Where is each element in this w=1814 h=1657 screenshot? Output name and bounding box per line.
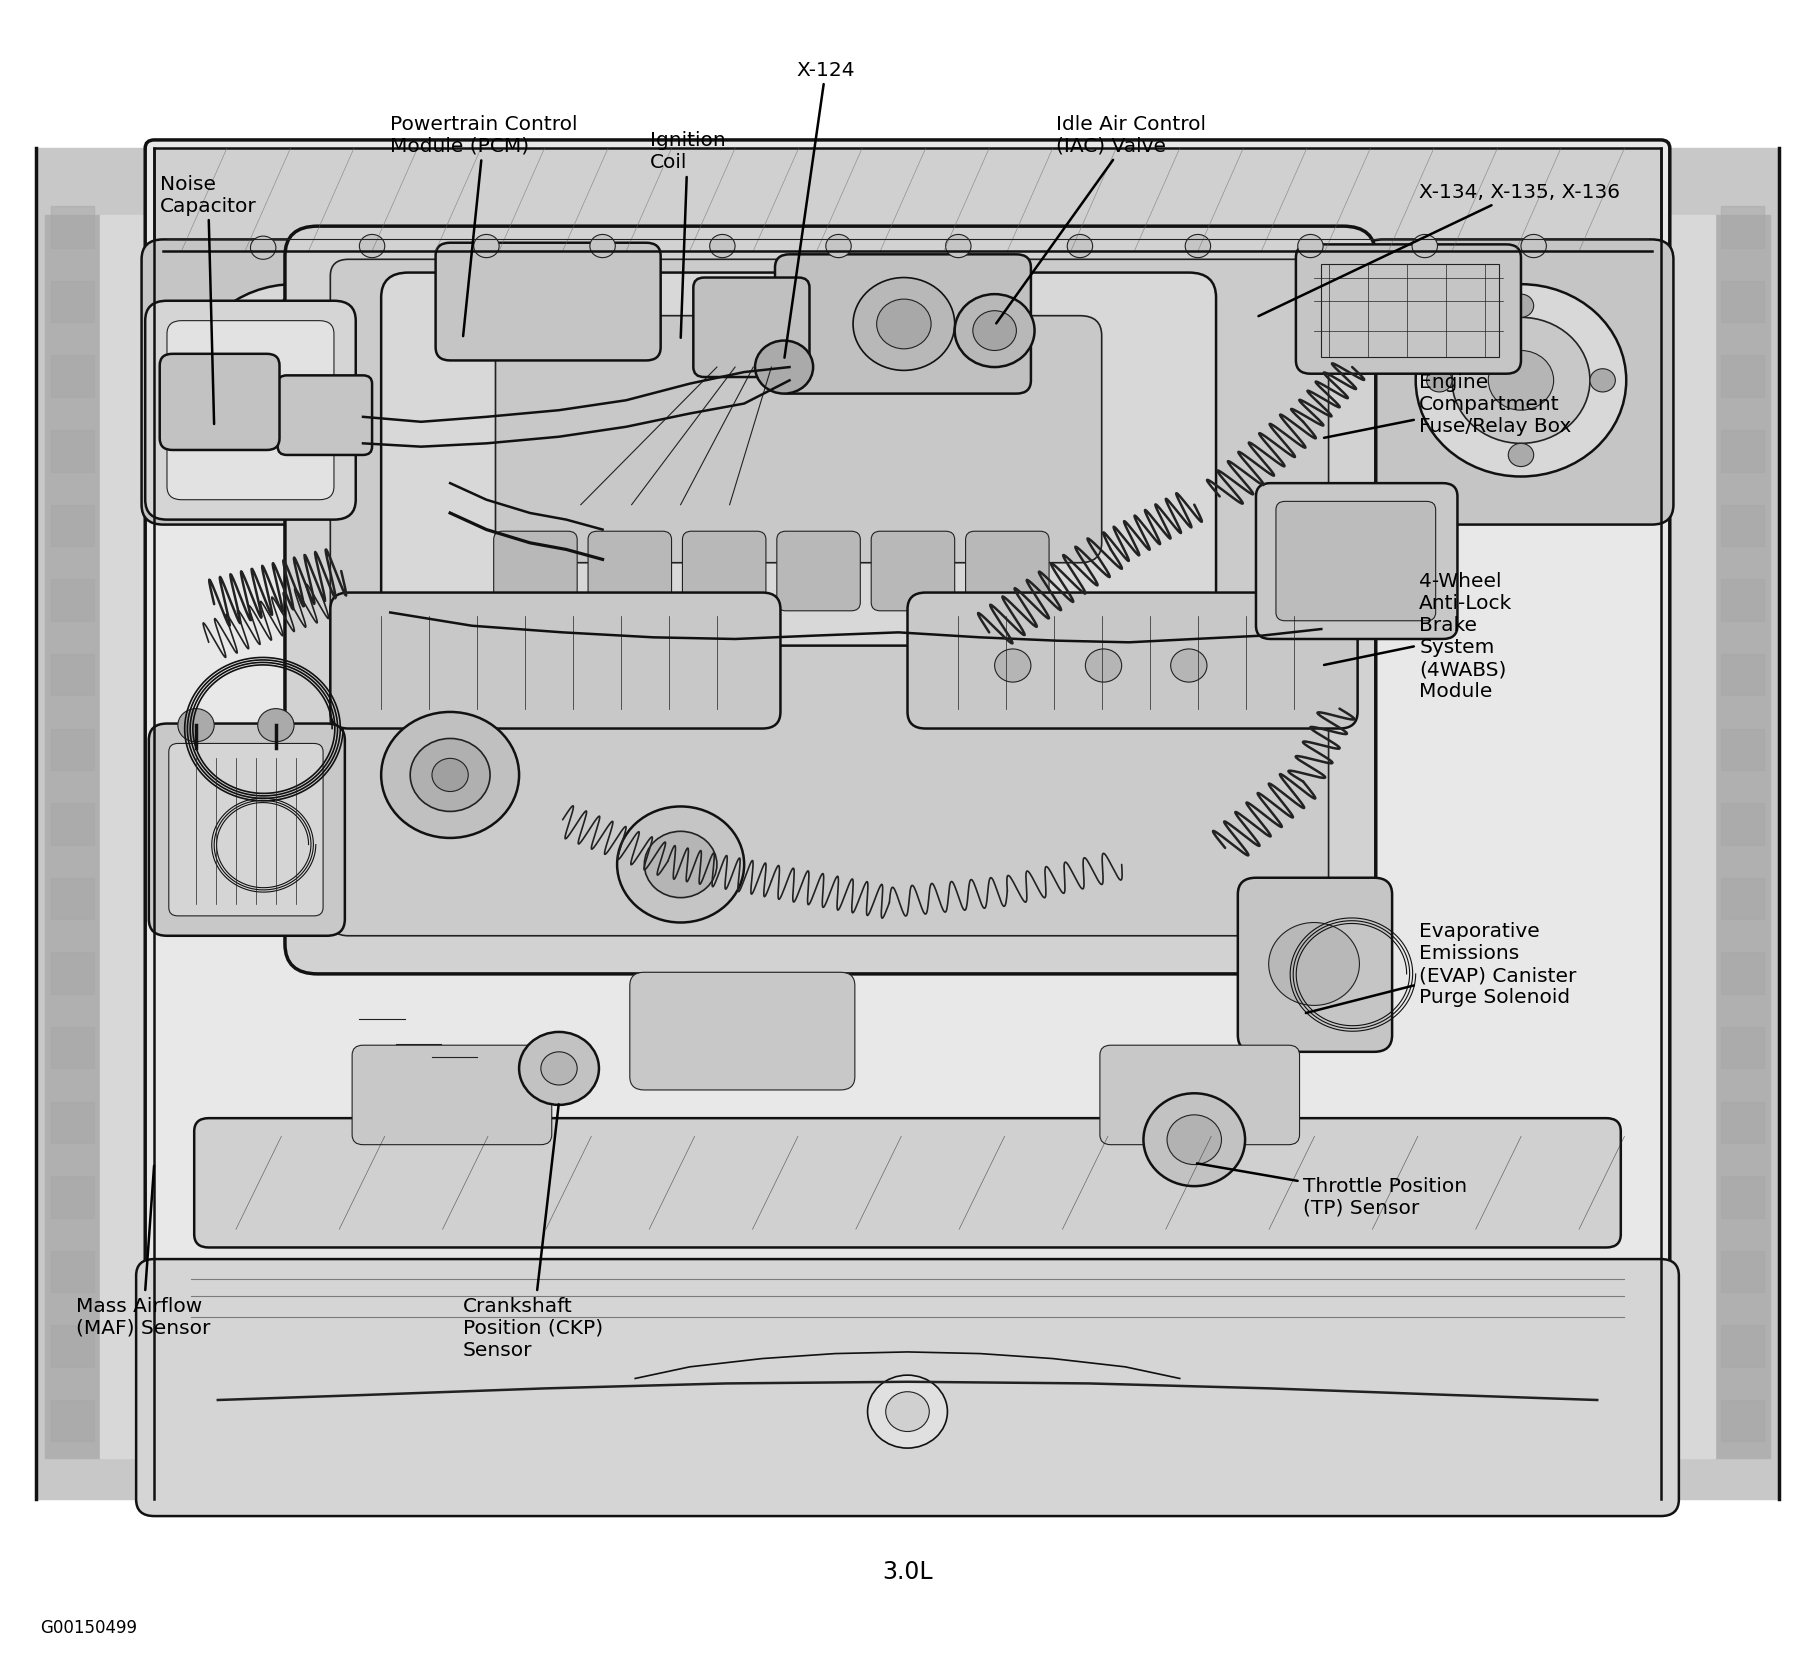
FancyBboxPatch shape	[682, 532, 766, 611]
Circle shape	[755, 341, 813, 394]
Circle shape	[381, 713, 519, 838]
FancyBboxPatch shape	[136, 1259, 1678, 1516]
Circle shape	[1143, 1094, 1244, 1186]
Circle shape	[1426, 370, 1451, 393]
Circle shape	[261, 351, 327, 411]
Circle shape	[410, 739, 490, 812]
Text: X-124: X-124	[784, 61, 854, 358]
Circle shape	[1067, 235, 1092, 258]
Circle shape	[1085, 650, 1121, 683]
FancyBboxPatch shape	[1237, 878, 1391, 1052]
Circle shape	[1170, 650, 1206, 683]
Circle shape	[825, 235, 851, 258]
FancyBboxPatch shape	[145, 302, 356, 520]
Text: G00150499: G00150499	[40, 1619, 136, 1635]
FancyBboxPatch shape	[693, 278, 809, 378]
FancyBboxPatch shape	[588, 532, 671, 611]
Circle shape	[617, 807, 744, 923]
Circle shape	[853, 278, 954, 371]
Text: Idle Air Control
(IAC) Valve: Idle Air Control (IAC) Valve	[996, 114, 1206, 325]
Circle shape	[1507, 444, 1533, 467]
Circle shape	[432, 759, 468, 792]
FancyBboxPatch shape	[169, 744, 323, 916]
Text: Evaporative
Emissions
(EVAP) Canister
Purge Solenoid: Evaporative Emissions (EVAP) Canister Pu…	[1304, 921, 1576, 1014]
Circle shape	[709, 235, 735, 258]
Circle shape	[972, 312, 1016, 351]
FancyBboxPatch shape	[776, 532, 860, 611]
Circle shape	[519, 1032, 599, 1105]
Circle shape	[1411, 235, 1437, 258]
FancyBboxPatch shape	[330, 260, 1328, 936]
Circle shape	[1268, 923, 1359, 1006]
Circle shape	[885, 1392, 929, 1432]
FancyBboxPatch shape	[775, 255, 1030, 394]
FancyBboxPatch shape	[435, 244, 660, 361]
Circle shape	[1520, 235, 1546, 258]
FancyBboxPatch shape	[1275, 502, 1435, 621]
Circle shape	[867, 1375, 947, 1448]
Text: 3.0L: 3.0L	[882, 1559, 932, 1582]
Circle shape	[1589, 370, 1614, 393]
Text: Throttle Position
(TP) Sensor: Throttle Position (TP) Sensor	[1197, 1163, 1466, 1216]
Circle shape	[1451, 318, 1589, 444]
FancyBboxPatch shape	[495, 316, 1101, 563]
Circle shape	[200, 370, 225, 393]
Circle shape	[876, 300, 931, 350]
FancyBboxPatch shape	[352, 1046, 551, 1145]
Text: Noise
Capacitor: Noise Capacitor	[160, 174, 256, 424]
FancyBboxPatch shape	[278, 376, 372, 456]
Text: X-134, X-135, X-136: X-134, X-135, X-136	[1257, 184, 1620, 316]
Circle shape	[250, 237, 276, 260]
Circle shape	[189, 285, 399, 477]
Text: Powertrain Control
Module (PCM): Powertrain Control Module (PCM)	[390, 114, 577, 336]
FancyBboxPatch shape	[629, 973, 854, 1090]
FancyBboxPatch shape	[381, 273, 1215, 646]
Text: Mass Airflow
(MAF) Sensor: Mass Airflow (MAF) Sensor	[76, 1167, 210, 1337]
FancyBboxPatch shape	[149, 724, 345, 936]
Circle shape	[945, 235, 970, 258]
Bar	[1321, 265, 1498, 358]
FancyBboxPatch shape	[194, 1118, 1620, 1248]
FancyBboxPatch shape	[1295, 245, 1520, 374]
FancyBboxPatch shape	[141, 240, 454, 525]
Circle shape	[473, 235, 499, 258]
Circle shape	[590, 235, 615, 258]
Circle shape	[1415, 285, 1625, 477]
Circle shape	[644, 832, 717, 898]
Circle shape	[1507, 295, 1533, 318]
FancyBboxPatch shape	[330, 593, 780, 729]
FancyBboxPatch shape	[965, 532, 1048, 611]
Circle shape	[363, 370, 388, 393]
FancyBboxPatch shape	[285, 227, 1375, 974]
Text: Crankshaft
Position (CKP)
Sensor: Crankshaft Position (CKP) Sensor	[463, 1105, 602, 1359]
Circle shape	[281, 444, 307, 467]
Text: 4-Wheel
Anti-Lock
Brake
System
(4WABS)
Module: 4-Wheel Anti-Lock Brake System (4WABS) M…	[1322, 572, 1511, 701]
Circle shape	[225, 318, 363, 444]
Circle shape	[1166, 1115, 1221, 1165]
FancyBboxPatch shape	[1255, 484, 1457, 640]
FancyBboxPatch shape	[493, 532, 577, 611]
FancyBboxPatch shape	[145, 141, 1669, 1508]
Bar	[154, 149, 1660, 252]
Circle shape	[1297, 235, 1322, 258]
Circle shape	[178, 709, 214, 742]
Circle shape	[1185, 235, 1210, 258]
FancyBboxPatch shape	[1099, 1046, 1299, 1145]
FancyBboxPatch shape	[1360, 240, 1673, 525]
Text: Ignition
Coil: Ignition Coil	[649, 131, 726, 338]
Circle shape	[258, 709, 294, 742]
FancyBboxPatch shape	[907, 593, 1357, 729]
Circle shape	[541, 1052, 577, 1085]
Text: Engine
Compartment
Fuse/Relay Box: Engine Compartment Fuse/Relay Box	[1324, 373, 1571, 439]
FancyBboxPatch shape	[160, 355, 279, 451]
FancyBboxPatch shape	[871, 532, 954, 611]
Circle shape	[1487, 351, 1553, 411]
Circle shape	[954, 295, 1034, 368]
Circle shape	[281, 295, 307, 318]
Circle shape	[359, 235, 385, 258]
FancyBboxPatch shape	[167, 321, 334, 500]
Circle shape	[994, 650, 1030, 683]
